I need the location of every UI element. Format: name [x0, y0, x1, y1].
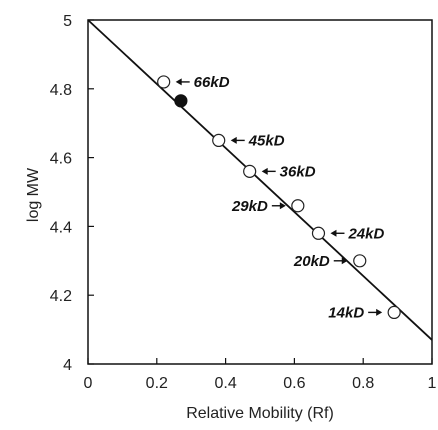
data-point-filled-0	[174, 94, 188, 108]
x-tick-label-1: 0.2	[146, 375, 168, 392]
y-tick-label-3: 4.6	[50, 151, 72, 168]
label-arrowhead-5	[341, 257, 348, 265]
x-tick-label-2: 0.4	[214, 375, 236, 392]
data-point-5	[353, 254, 367, 268]
y-tick-label-1: 4.2	[50, 288, 72, 305]
point-annotation-1: 45kD	[230, 132, 285, 149]
x-axis-label: Relative Mobility (Rf)	[186, 405, 334, 422]
point-annotation-3: 29kD	[231, 198, 286, 215]
point-annotation-4: 24kD	[330, 225, 385, 242]
y-tick-label-2: 4.4	[50, 219, 72, 236]
x-tick-label-0: 0	[84, 375, 93, 392]
point-annotation-6: 14kD	[328, 304, 383, 321]
point-annotation-0: 66kD	[175, 74, 230, 91]
point-label-4: 24kD	[347, 225, 384, 242]
point-label-5: 20kD	[293, 253, 330, 270]
x-tick-label-4: 0.8	[352, 375, 374, 392]
point-annotation-5: 20kD	[293, 253, 348, 270]
data-point-3	[291, 199, 305, 213]
fit-line-group	[87, 19, 433, 341]
data-points	[157, 75, 401, 319]
data-point-0	[157, 75, 171, 89]
label-arrowhead-0	[175, 78, 182, 86]
point-label-2: 36kD	[280, 163, 316, 180]
y-tick-label-4: 4.8	[50, 82, 72, 99]
label-arrowhead-3	[279, 202, 286, 210]
x-tick-label-5: 1	[428, 375, 437, 392]
point-label-6: 14kD	[328, 304, 364, 321]
data-point-4	[311, 226, 326, 240]
y-tick-label-5: 5	[63, 13, 72, 30]
label-arrowhead-6	[376, 308, 383, 316]
point-label-0: 66kD	[194, 74, 230, 91]
x-tick-label-3: 0.6	[283, 375, 305, 392]
label-arrowhead-1	[230, 136, 237, 144]
label-arrowhead-2	[261, 167, 268, 175]
axes	[87, 19, 433, 365]
point-labels: 66kD 45kD 36kD 29kD 24kD 20kD 14kD	[175, 74, 385, 321]
y-axis-label: log MW	[25, 167, 42, 222]
data-point-2	[243, 164, 257, 178]
tick-labels: 0 0.2 0.4 0.6 0.8 1 4 4.2 4.4 4.6 4.8 5	[50, 13, 437, 392]
data-point-6	[387, 305, 401, 319]
point-label-1: 45kD	[248, 132, 285, 149]
point-label-3: 29kD	[231, 198, 268, 215]
label-arrowhead-4	[330, 229, 337, 237]
plot-frame	[87, 19, 433, 365]
y-tick-label-0: 4	[63, 357, 72, 374]
point-annotation-2: 36kD	[261, 163, 316, 180]
data-point-1	[212, 133, 226, 147]
fit-line	[87, 19, 433, 341]
